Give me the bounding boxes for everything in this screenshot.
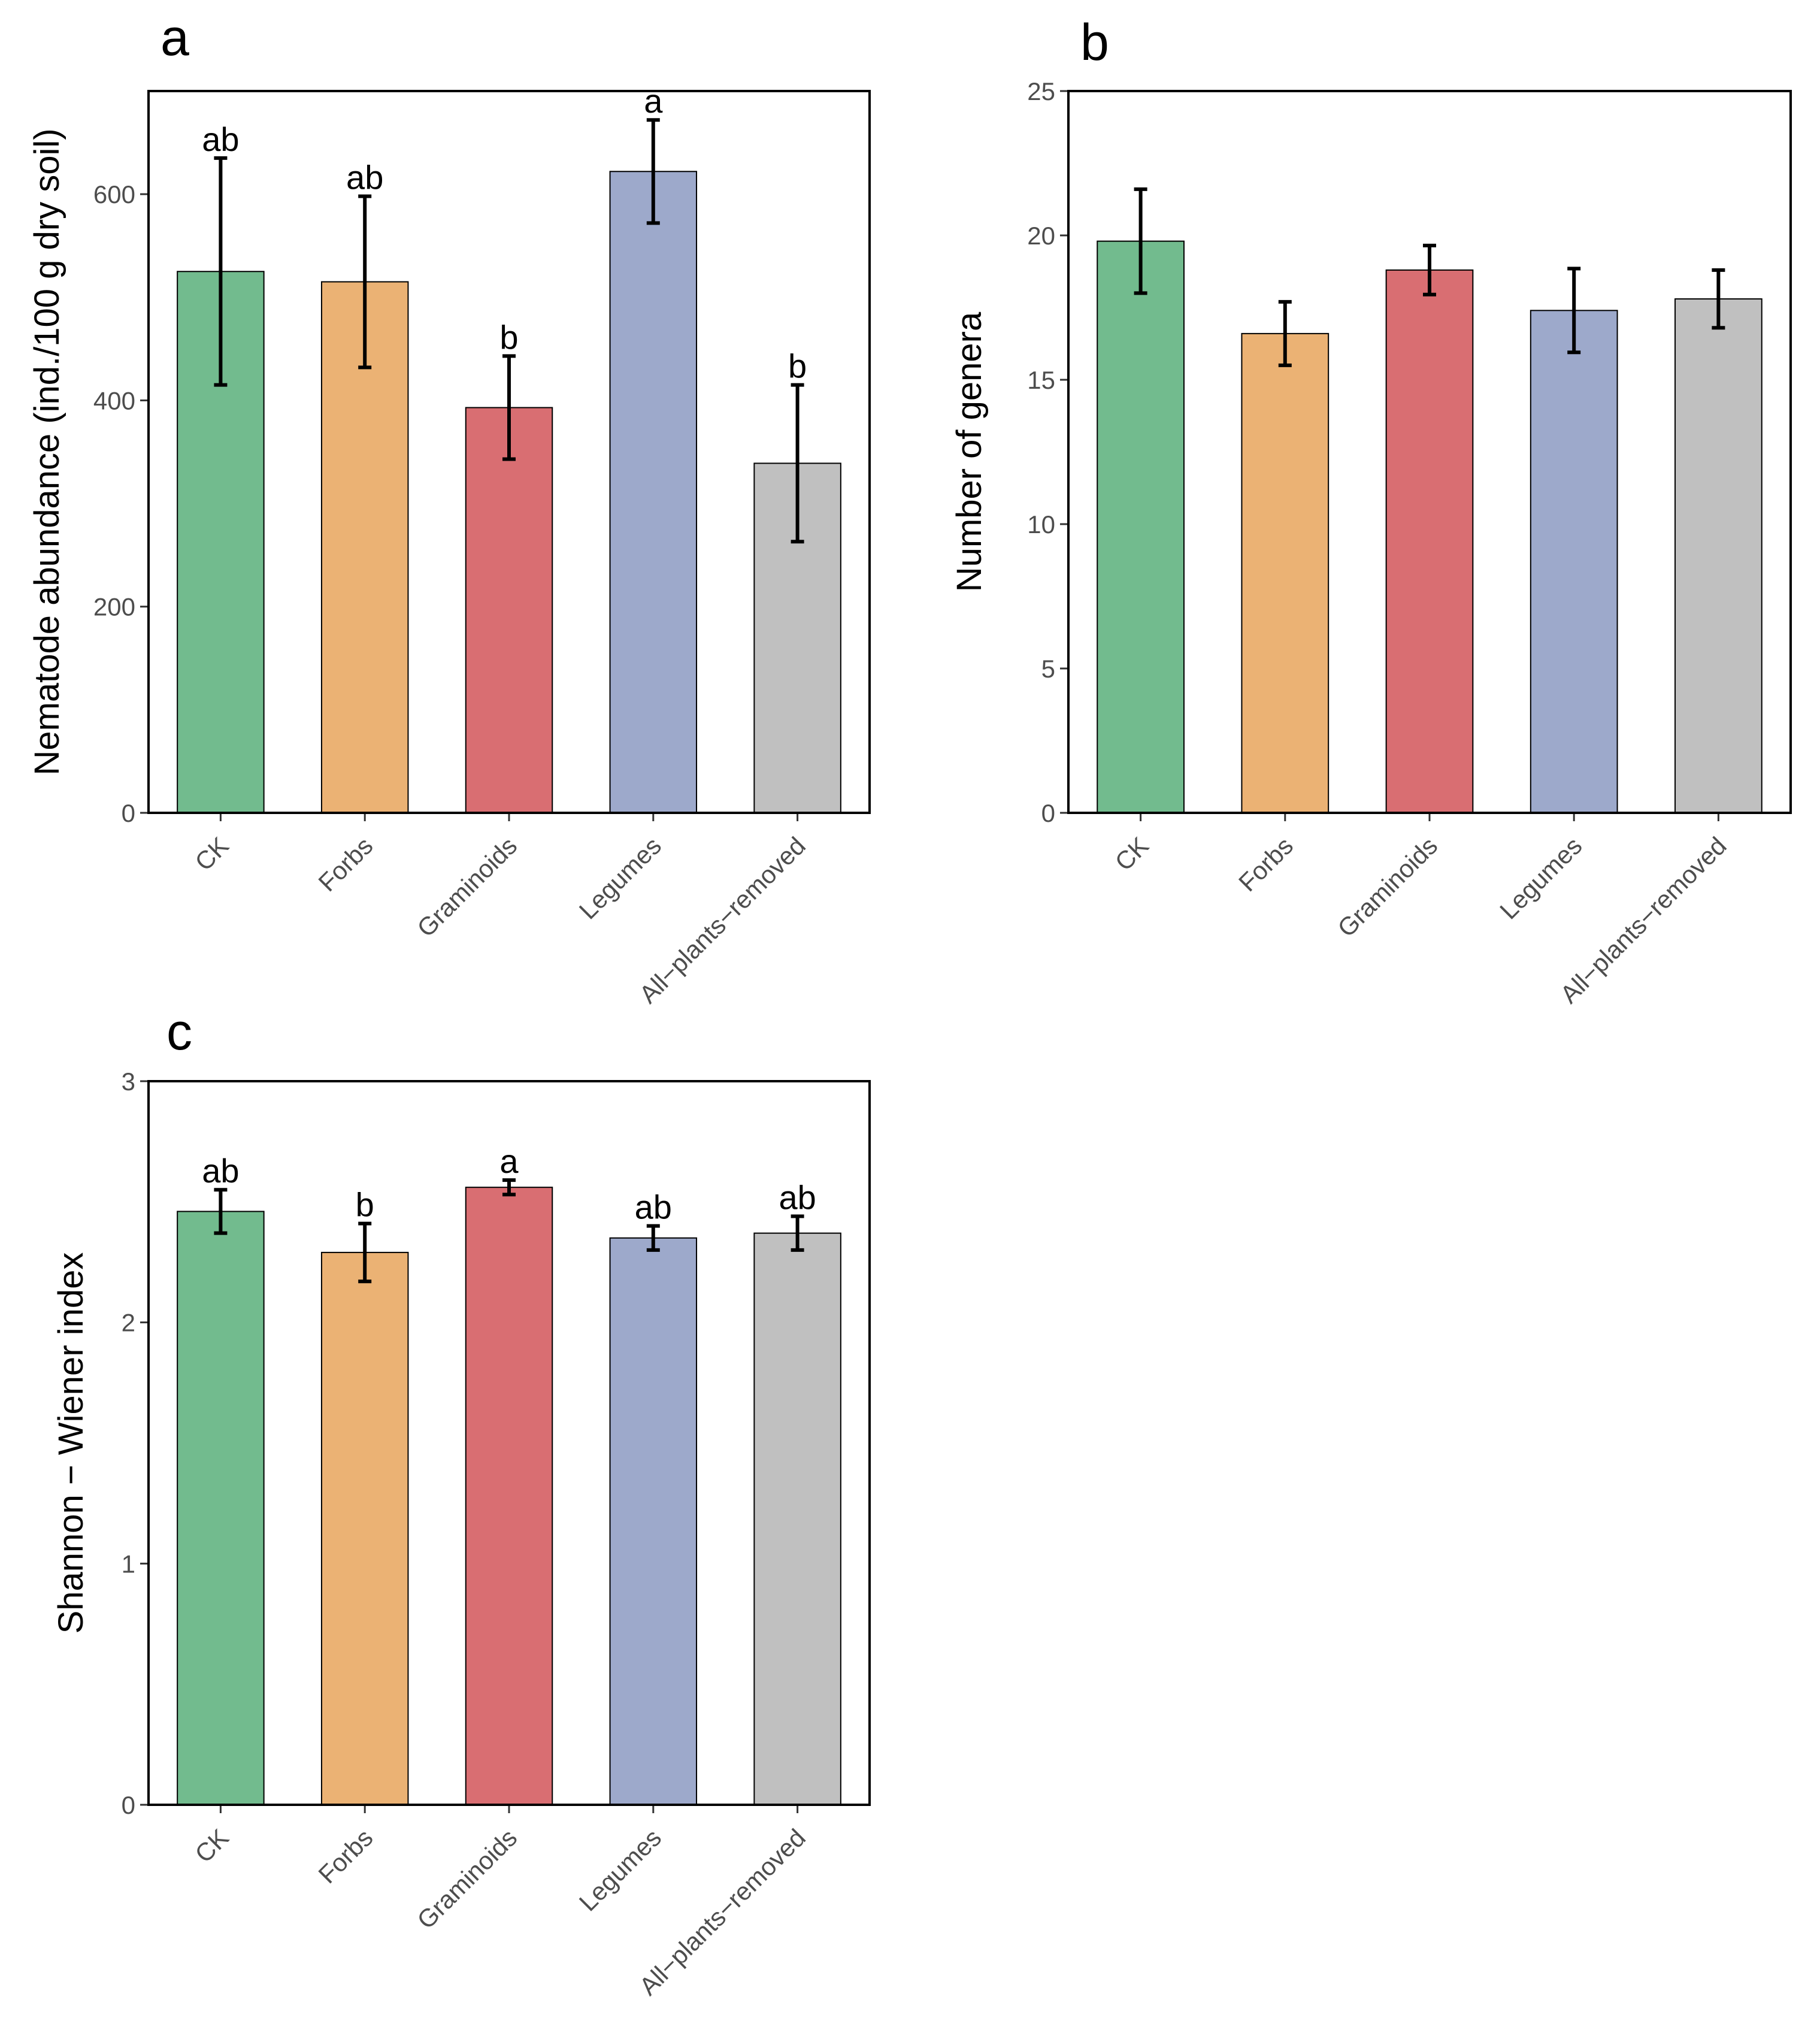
significance-label: ab: [346, 159, 383, 196]
error-bar: [214, 1188, 228, 1235]
x-tick-label: Graminoids: [411, 1823, 522, 1934]
y-tick-label: 0: [122, 799, 135, 827]
panel-letter: c: [166, 1003, 192, 1061]
error-bar: [1712, 268, 1725, 330]
bar-graminoids: [465, 407, 553, 813]
y-tick-label: 15: [1027, 366, 1055, 394]
error-bar: [214, 156, 228, 387]
x-tick-label: All−plants−removed: [1555, 831, 1732, 1009]
bar-graminoids: [465, 1187, 553, 1805]
significance-label: a: [644, 82, 663, 120]
x-tick-label: Legumes: [574, 831, 667, 924]
error-bar: [358, 1221, 372, 1284]
y-tick-label: 600: [93, 180, 135, 208]
error-bar: [791, 1214, 804, 1252]
x-tick-label: Forbs: [1233, 831, 1298, 897]
chart-panel-a: a ab CK ab Forbs b Graminoids a Legumes b All−plan…: [28, 9, 871, 1009]
plot-frame: [147, 90, 871, 814]
error-bar: [502, 354, 516, 461]
significance-label: ab: [202, 120, 239, 158]
plot-frame: [147, 1080, 871, 1806]
y-tick-label: 3: [122, 1067, 135, 1096]
error-bar: [502, 1178, 516, 1197]
bar-forbs: [320, 1251, 409, 1805]
error-bar: [358, 194, 372, 370]
y-tick-label: 1: [122, 1550, 135, 1578]
y-tick-label: 10: [1027, 510, 1055, 539]
x-tick-label: CK: [189, 831, 234, 876]
error-bar: [1278, 299, 1292, 367]
y-tick-label: 400: [93, 386, 135, 415]
x-tick-label: All−plants−removed: [634, 831, 811, 1009]
significance-label: ab: [635, 1188, 672, 1226]
bar-ck: [1097, 240, 1185, 813]
x-tick-label: Graminoids: [1332, 831, 1443, 942]
significance-label: a: [499, 1142, 519, 1180]
panel-letter: b: [1080, 14, 1109, 71]
error-bar: [1567, 267, 1581, 355]
bar-all-plants-removed: [1674, 298, 1763, 814]
significance-label: ab: [779, 1178, 816, 1216]
y-axis-title: Number of genera: [950, 311, 989, 592]
significance-label: b: [499, 318, 518, 356]
chart-panel-c: c ab CK b Forbs a Graminoids ab Legumes ab All−pla…: [52, 1003, 871, 2001]
y-tick-label: 200: [93, 593, 135, 621]
plot-frame: [1067, 90, 1792, 814]
bar-all-plants-removed: [753, 1232, 841, 1805]
y-tick-label: 25: [1027, 77, 1055, 105]
bar-ck: [177, 1211, 265, 1805]
y-tick-label: 2: [122, 1309, 135, 1337]
error-bar: [646, 1224, 660, 1252]
x-tick-label: All−plants−removed: [634, 1823, 811, 2001]
bar-legumes: [1530, 310, 1618, 813]
y-tick-label: 5: [1041, 655, 1055, 683]
x-tick-label: CK: [189, 1823, 234, 1868]
x-tick-label: Graminoids: [411, 831, 522, 942]
error-bar: [646, 118, 660, 225]
x-tick-label: Forbs: [313, 831, 378, 897]
bar-forbs: [1241, 332, 1330, 813]
x-tick-label: Legumes: [1494, 831, 1587, 924]
x-tick-label: Legumes: [574, 1823, 667, 1916]
bar-legumes: [609, 171, 698, 813]
significance-label: b: [356, 1186, 374, 1224]
y-tick-label: 20: [1027, 222, 1055, 250]
y-axis-title: Shannon − Wiener index: [52, 1253, 90, 1634]
chart-panel-b: b CK Forbs Graminoids LegumesAll−plants−remo…: [950, 14, 1792, 1009]
y-tick-label: 0: [122, 1791, 135, 1819]
y-axis-title: Nematode abundance (ind./100 g dry soil): [28, 128, 66, 775]
significance-label: b: [788, 347, 807, 385]
bar-graminoids: [1385, 269, 1474, 813]
significance-label: ab: [202, 1152, 239, 1190]
y-tick-label: 0: [1041, 799, 1055, 827]
bar-legumes: [609, 1237, 698, 1806]
x-tick-label: Forbs: [313, 1823, 378, 1889]
panel-letter: a: [161, 9, 189, 66]
error-bar: [1134, 187, 1147, 295]
error-bar: [791, 383, 804, 544]
x-tick-label: CK: [1109, 831, 1154, 876]
error-bar: [1423, 243, 1436, 297]
